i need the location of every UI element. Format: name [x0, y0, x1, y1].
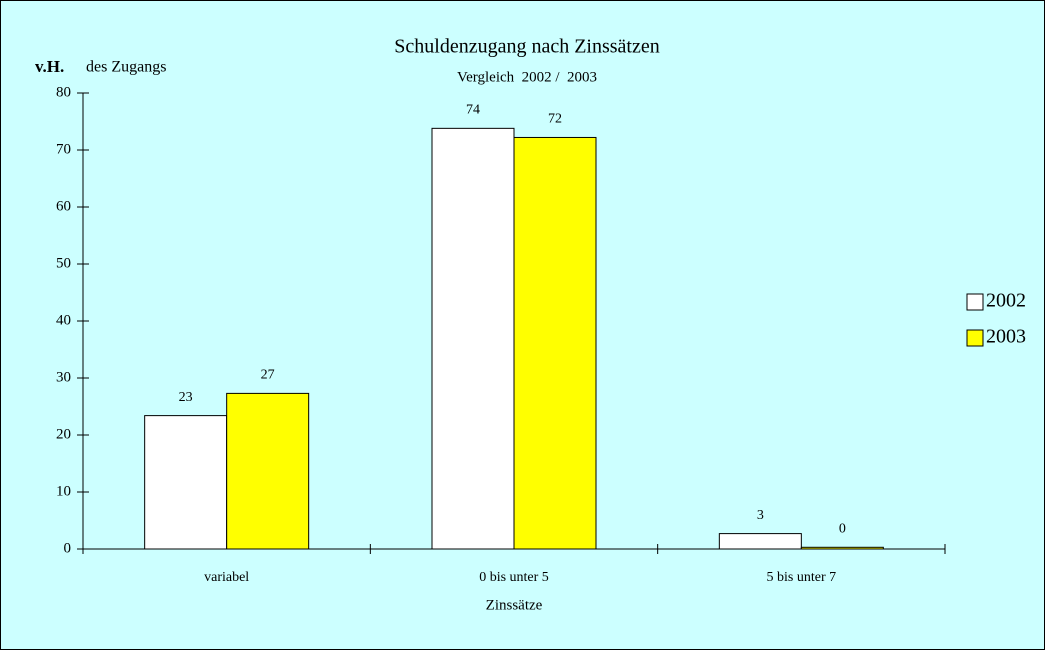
y-tick-label: 50 — [56, 255, 71, 271]
legend-label: 2003 — [986, 326, 1026, 348]
data-label: 3 — [757, 508, 764, 523]
bar — [144, 415, 228, 550]
y-axis-label: des Zugangs — [86, 59, 166, 76]
y-tick-label: 40 — [56, 312, 71, 328]
data-label: 0 — [839, 522, 846, 537]
y-axis-label-bold: v.H. — [35, 57, 64, 76]
x-tick-label: 5 bis unter 7 — [767, 570, 837, 585]
data-label: 23 — [179, 390, 193, 405]
y-tick-label: 10 — [56, 483, 71, 499]
bar — [800, 546, 884, 550]
y-tick-label: 60 — [56, 198, 71, 214]
y-tick-label: 80 — [56, 84, 71, 100]
legend-swatch — [966, 329, 984, 347]
x-tick-label: 0 bis unter 5 — [479, 570, 549, 585]
y-tick-label: 70 — [56, 141, 71, 157]
data-label: 72 — [548, 112, 562, 127]
x-axis-label: Zinssätze — [486, 597, 543, 613]
bar — [513, 136, 597, 550]
x-tick-label: variabel — [204, 570, 249, 585]
bar — [226, 392, 310, 550]
y-tick-label: 30 — [56, 369, 71, 385]
data-label: 27 — [261, 368, 275, 383]
chart-subtitle: Vergleich 2002 / 2003 — [457, 69, 597, 85]
legend-label: 2002 — [986, 290, 1026, 312]
bar — [718, 533, 802, 550]
data-label: 74 — [466, 103, 480, 118]
legend-swatch — [966, 293, 984, 311]
y-tick-label: 0 — [64, 540, 72, 556]
y-tick-label: 20 — [56, 426, 71, 442]
chart-title: Schuldenzugang nach Zinssätzen — [394, 36, 659, 58]
bar — [431, 127, 515, 550]
